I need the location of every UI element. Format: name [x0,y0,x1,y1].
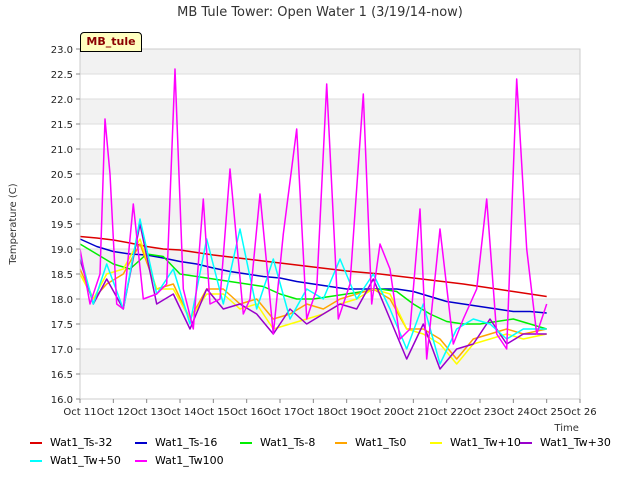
y-tick-label: 16.0 [51,395,73,406]
x-tick-label: Oct 22 [430,407,463,418]
y-tick-label: 19.5 [51,220,73,231]
legend-swatch [520,441,532,444]
x-tick-label: Oct 12 [97,407,130,418]
plot-band [80,349,580,374]
series-line-wat1-tw-30 [79,223,547,370]
legend-label: Wat1_Tw+50 [50,454,121,467]
y-tick-label: 21.0 [51,145,73,156]
legend: Wat1_Ts-32 Wat1_Ts-16 Wat1_Ts-8 Wat1_Ts0 Wat… [30,436,630,476]
x-tick-label: Oct 16 [230,407,263,418]
y-tick-label: 20.5 [51,170,73,181]
x-axis-ticks: Oct 11 Oct 12 Oct 13 Oct 14 Oct 15 Oct 16 Oct … [63,399,597,418]
y-tick-label: 17.0 [51,345,73,356]
x-tick-label: Oct 19 [330,407,363,418]
y-tick-label: 22.5 [51,70,73,81]
legend-label: Wat1_Ts-32 [50,436,113,449]
chart-title: MB Tule Tower: Open Water 1 (3/19/14-now… [177,5,463,20]
plot-band [80,299,580,324]
x-tick-label: Oct 26 [563,407,596,418]
legend-swatch [135,441,147,444]
legend-label: Wat1_Ts0 [355,436,407,449]
x-tick-label: Oct 17 [263,407,296,418]
y-tick-label: 16.5 [51,370,73,381]
x-tick-label: Oct 11 [63,407,96,418]
y-tick-label: 23.0 [51,45,73,56]
legend-swatch [30,459,42,462]
legend-label: Wat1_Tw+10 [450,436,521,449]
legend-item: Wat1_Tw+10 [430,436,521,449]
x-tick-label: Oct 18 [297,407,330,418]
y-axis-label: Temperature (C) [8,183,19,265]
legend-item: Wat1_Ts-32 [30,436,112,449]
series-lines [79,68,548,370]
y-tick-label: 18.5 [51,270,73,281]
x-tick-label: Oct 24 [497,407,530,418]
x-tick-label: Oct 25 [530,407,563,418]
station-badge: MB_tule [80,32,142,52]
legend-label: Wat1_Tw100 [155,454,224,467]
y-tick-label: 22.0 [51,95,73,106]
legend-label: Wat1_Ts-16 [155,436,218,449]
legend-item: Wat1_Tw+50 [30,454,121,467]
x-axis-label: Time [553,423,578,434]
y-tick-label: 18.0 [51,295,73,306]
x-tick-label: Oct 15 [197,407,230,418]
legend-item: Wat1_Tw100 [135,454,224,467]
legend-swatch [30,441,42,444]
x-tick-label: Oct 20 [363,407,396,418]
legend-item: Wat1_Ts-16 [135,436,217,449]
plot-band [80,99,580,124]
series-line-wat1-tw100 [79,68,548,360]
legend-swatch [335,441,347,444]
plot-band [80,49,580,74]
x-tick-label: Oct 23 [463,407,496,418]
plot-band [80,199,580,224]
x-tick-label: Oct 13 [130,407,163,418]
legend-swatch [240,441,252,444]
y-tick-label: 19.0 [51,245,73,256]
x-tick-label: Oct 21 [397,407,430,418]
legend-label: Wat1_Ts-8 [260,436,316,449]
legend-item: Wat1_Ts-8 [240,436,315,449]
y-tick-label: 20.0 [51,195,73,206]
series-line-wat1-tw-50 [79,218,547,365]
plot-band [80,249,580,274]
legend-swatch [135,459,147,462]
series-line-wat1-ts-32 [79,235,547,298]
legend-swatch [430,441,442,444]
legend-item: Wat1_Tw+30 [520,436,611,449]
legend-item: Wat1_Ts0 [335,436,406,449]
x-tick-label: Oct 14 [163,407,196,418]
plot-background-bands [80,49,580,374]
legend-label: Wat1_Tw+30 [540,436,611,449]
y-tick-label: 17.5 [51,320,73,331]
y-tick-label: 21.5 [51,120,73,131]
y-axis-ticks: 16.0 16.5 17.0 17.5 18.0 18.5 19.0 19.5 20.0 20.5… [51,45,80,406]
